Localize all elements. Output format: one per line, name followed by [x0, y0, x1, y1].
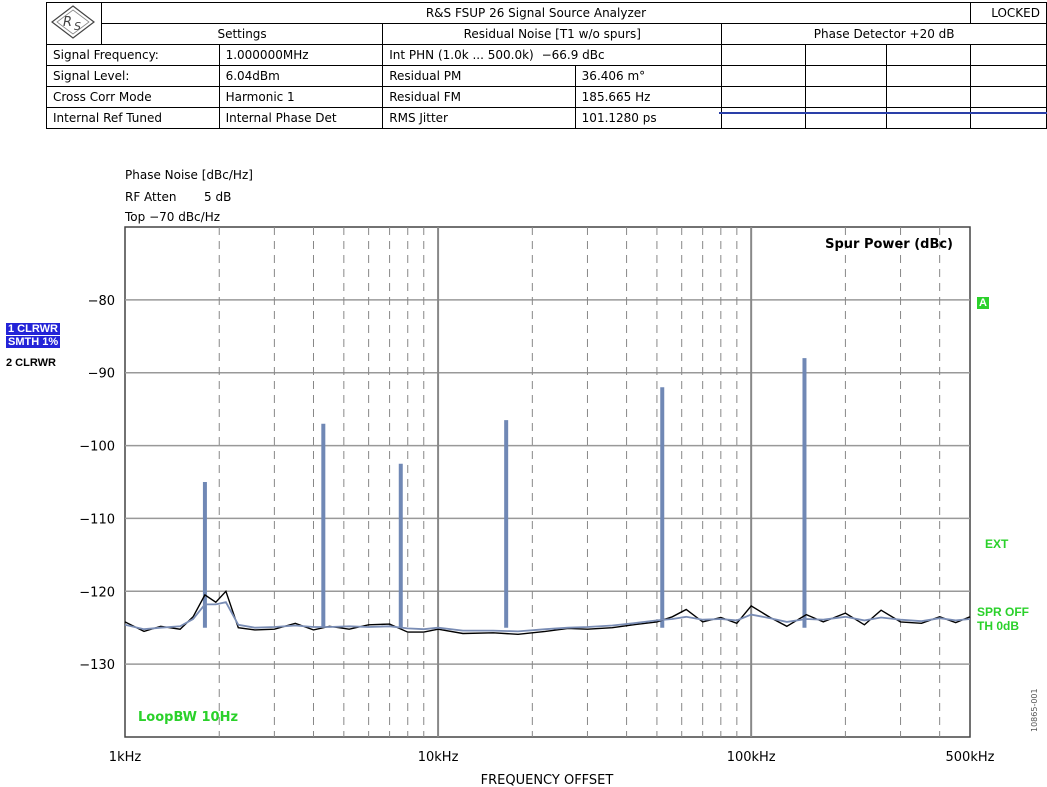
x-axis-ticks: 1kHz 10kHz 100kHz 500kHz [109, 750, 995, 765]
trace-1-label: 1 CLRWR [6, 323, 60, 335]
y-tick-label: −130 [79, 658, 115, 673]
ext-label: EXT [985, 537, 1009, 551]
setting-value: 6.04dBm [218, 65, 384, 87]
x-tick-label: 10kHz [418, 750, 459, 765]
setting-label: Internal Ref Tuned [46, 107, 220, 129]
table-row: Cross Corr Mode Harmonic 1 Residual FM 1… [46, 86, 1047, 108]
top-level-label: Top −70 dBc/Hz [125, 210, 221, 224]
x-tick-label: 1kHz [109, 750, 142, 765]
svg-text:R: R [63, 15, 72, 30]
noise-value: 101.1280 ps [574, 107, 723, 129]
spur-power-label: Spur Power (dBc) [825, 237, 953, 252]
plot-frame [124, 226, 971, 738]
spur-lines [202, 358, 807, 628]
x-tick-label: 100kHz [727, 750, 776, 765]
y-tick-label: −90 [88, 367, 115, 382]
y-tick-label: −80 [88, 294, 115, 309]
x-axis-title: FREQUENCY OFFSET [481, 773, 614, 787]
marker-a-label: A [977, 297, 989, 309]
rf-atten-value: 5 dB [204, 190, 232, 204]
phase-noise-label: Phase Noise [dBc/Hz] [125, 168, 253, 182]
y-tick-label: −120 [79, 585, 115, 600]
phase-detector-heading: Phase Detector +20 dB [721, 23, 1047, 45]
series-line [124, 601, 971, 633]
x-tick-label: 500kHz [946, 750, 995, 765]
noise-traces [124, 589, 971, 636]
trace-1-smoothing: SMTH 1% [6, 336, 61, 348]
residual-noise-heading: Residual Noise [T1 w/o spurs] [382, 23, 723, 45]
spr-off-label: SPR OFF [977, 605, 1030, 619]
y-tick-label: −100 [79, 440, 115, 455]
svg-text:S: S [74, 20, 81, 33]
y-tick-label: −110 [79, 512, 115, 527]
detector-level-line [719, 112, 1047, 114]
header-table: R&S FSUP 26 Signal Source Analyzer LOCKE… [46, 2, 1047, 129]
rf-atten-label: RF Atten [125, 190, 177, 204]
trace-2-label: 2 CLRWR [6, 357, 56, 369]
rs-logo: R S [51, 5, 95, 39]
threshold-label: TH 0dB [977, 619, 1019, 633]
noise-label: Int PHN (1.0k ... 500.0k) [389, 48, 534, 62]
figure-id: 10865-001 [1030, 688, 1039, 732]
loop-bw-label: LoopBW 10Hz [138, 710, 238, 725]
grid [125, 227, 970, 737]
setting-value: Harmonic 1 [218, 86, 384, 108]
setting-value: Internal Phase Det [218, 107, 384, 129]
noise-value: 185.665 Hz [574, 86, 723, 108]
noise-label: RMS Jitter [382, 107, 576, 129]
lock-status: LOCKED [970, 2, 1047, 24]
y-axis-ticks: −80 −90 −100 −110 −120 −130 [79, 294, 115, 673]
noise-value: −66.9 dBc [541, 48, 605, 62]
setting-label: Signal Frequency: [46, 44, 220, 66]
